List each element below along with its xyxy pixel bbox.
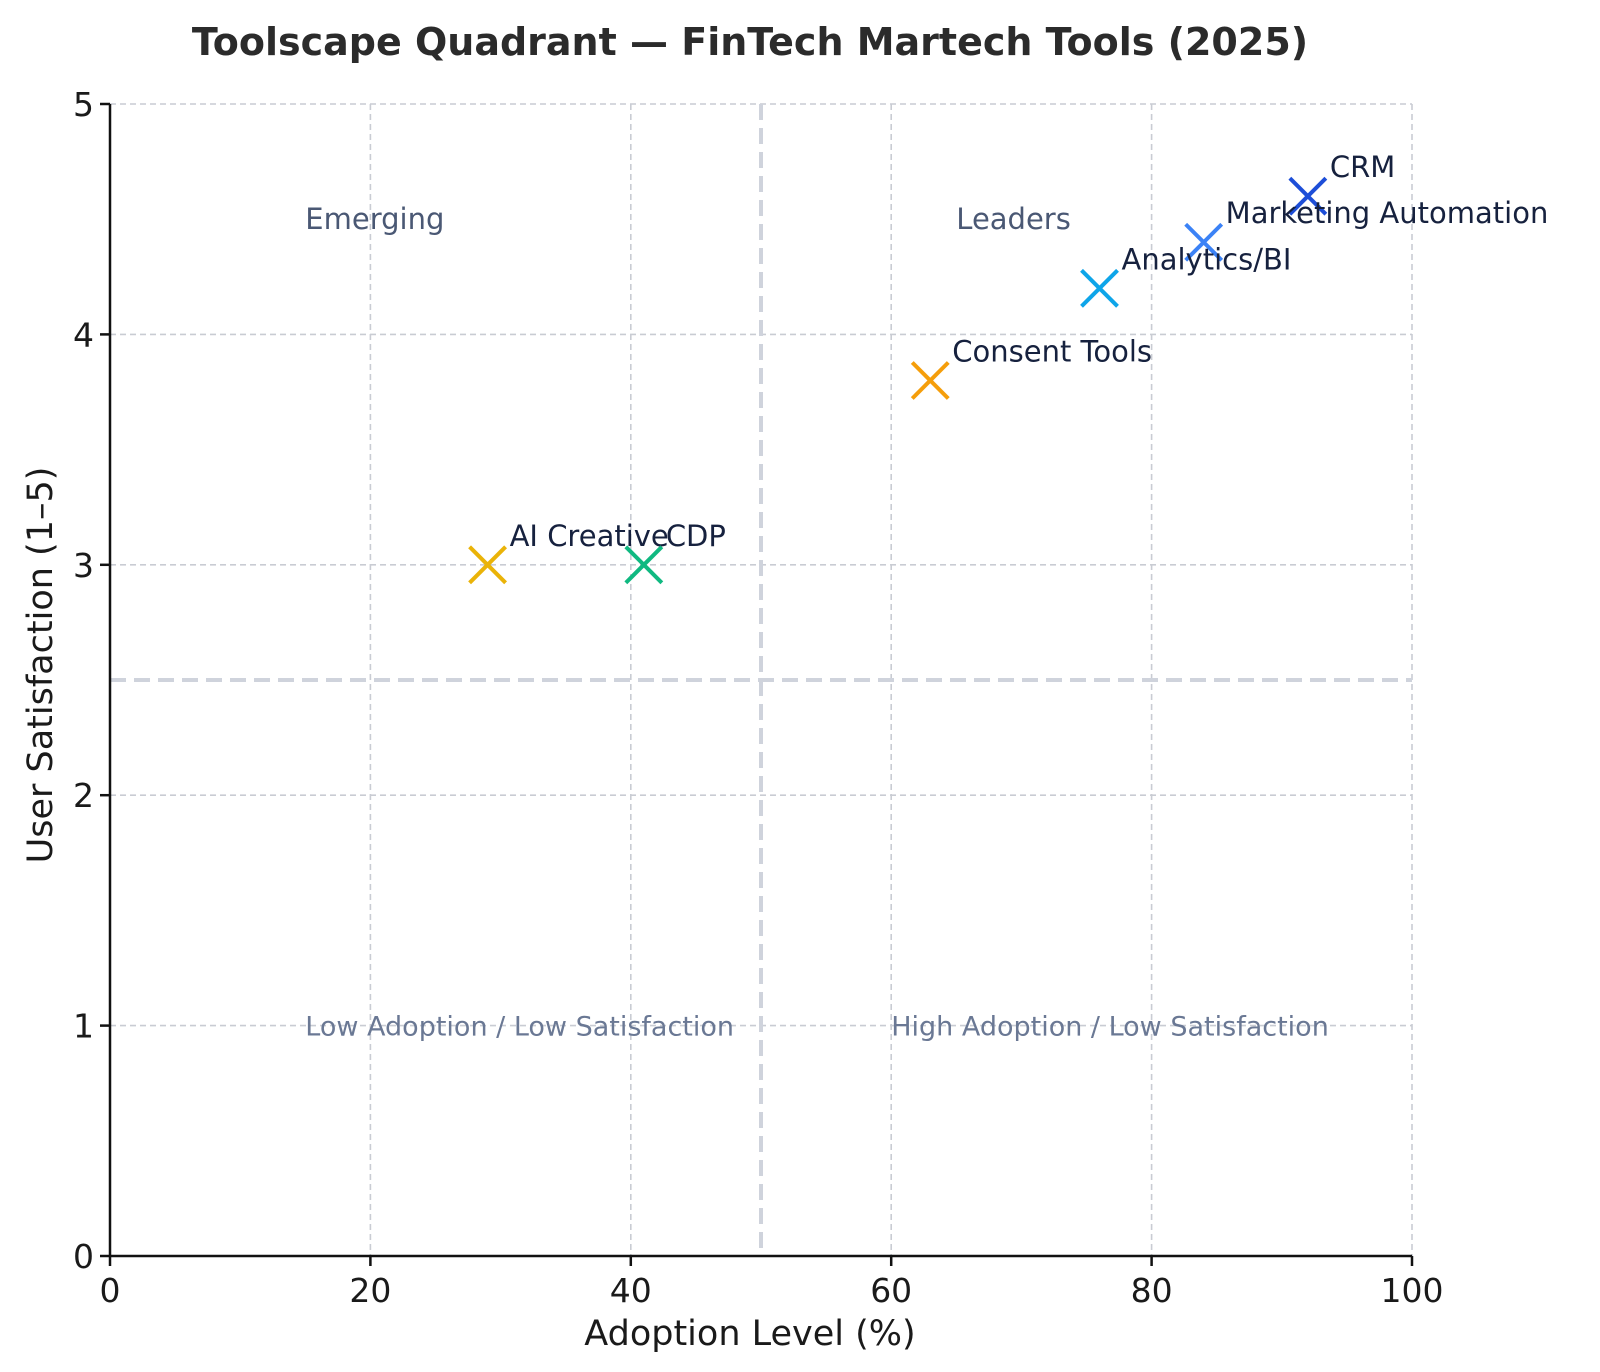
x-tick-label: 0 xyxy=(100,1271,121,1310)
quadrant-label: Emerging xyxy=(305,202,444,236)
point-marker-stroke xyxy=(1184,222,1224,262)
point-marker-stroke xyxy=(910,361,950,400)
point-marker-stroke xyxy=(1288,176,1328,216)
y-tick-label: 4 xyxy=(73,315,94,354)
quadrant-label: Leaders xyxy=(956,202,1071,236)
point-label: Analytics/BI xyxy=(1122,242,1292,276)
x-tick-label: 80 xyxy=(1131,1271,1173,1310)
y-tick-label: 5 xyxy=(73,85,94,124)
point-marker xyxy=(468,545,507,585)
point-label: AI Creative xyxy=(510,519,669,553)
point-label: CDP xyxy=(666,519,726,553)
x-tick-label: 100 xyxy=(1381,1271,1444,1310)
quadrant-labels: Emerging Leaders Low Adoption / Low Satisf… xyxy=(305,202,1329,1042)
x-tick-label: 20 xyxy=(349,1271,391,1310)
point-label: Marketing Automation xyxy=(1226,196,1549,230)
chart-title: Toolscape Quadrant — FinTech Martech Too… xyxy=(192,20,1308,64)
y-tick-label: 2 xyxy=(73,776,94,815)
point-label: CRM xyxy=(1330,150,1395,184)
quadrant-label: High Adoption / Low Satisfaction xyxy=(891,1012,1329,1043)
y-axis-label: User Satisfaction (1–5) xyxy=(21,467,61,864)
point-marker xyxy=(624,545,664,585)
data-points: CRM Marketing Automation Analytics/BI Conse… xyxy=(468,150,1549,585)
quadrant-dividers xyxy=(110,104,1412,1256)
axes xyxy=(108,104,1412,1258)
y-tick-label: 1 xyxy=(73,1007,94,1046)
y-tick-label: 0 xyxy=(73,1237,94,1276)
point-marker-stroke xyxy=(1080,268,1119,308)
tick-labels: 0 20 40 60 80 100 0 1 2 3 4 5 xyxy=(73,85,1444,1310)
x-tick-label: 40 xyxy=(610,1271,652,1310)
point-marker xyxy=(910,361,950,400)
point-marker xyxy=(1288,176,1328,216)
point-marker xyxy=(1184,222,1224,262)
point-marker-stroke xyxy=(624,545,664,585)
quadrant-label: Low Adoption / Low Satisfaction xyxy=(305,1012,734,1043)
y-tick-label: 3 xyxy=(73,546,94,585)
x-axis-label: Adoption Level (%) xyxy=(584,1314,915,1354)
point-label: Consent Tools xyxy=(952,334,1152,368)
point-marker-stroke xyxy=(468,545,507,585)
x-tick-label: 60 xyxy=(870,1271,912,1310)
point-marker xyxy=(1080,268,1119,308)
